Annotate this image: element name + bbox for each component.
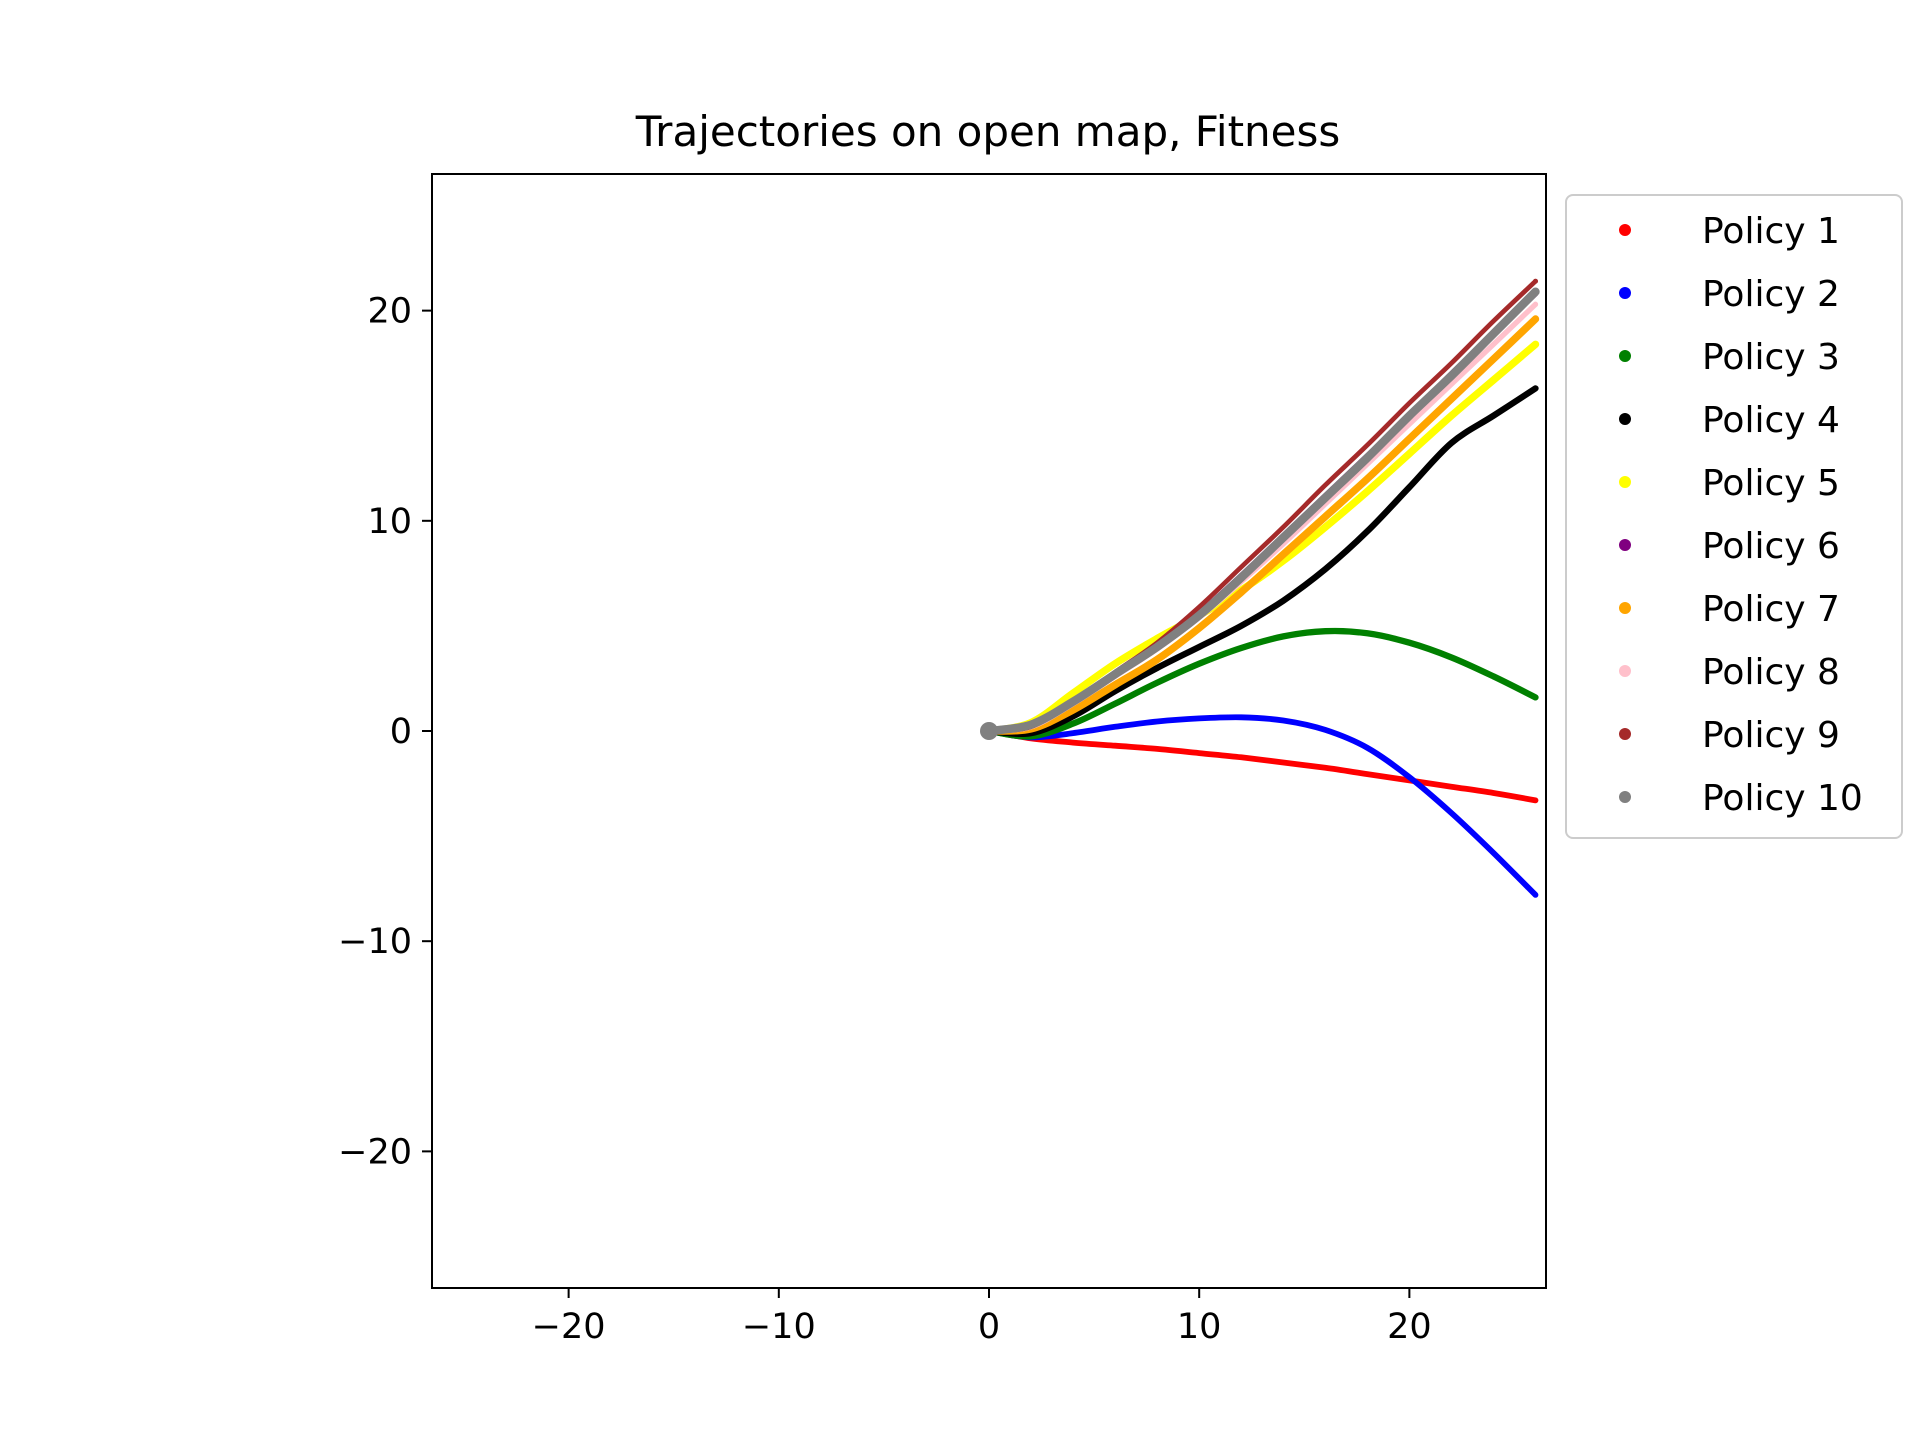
legend-label-policy-8: Policy 8 [1702, 652, 1840, 693]
series-line-policy-7 [985, 315, 1540, 735]
series-line-policy-4 [985, 385, 1539, 738]
legend-marker-policy-6 [1619, 539, 1631, 551]
x-tick-label: 20 [1387, 1307, 1432, 1347]
y-tick-label: 10 [367, 502, 412, 542]
legend-marker-policy-1 [1619, 224, 1631, 236]
series-line-policy-10 [984, 287, 1540, 736]
series-end-point-policy-2 [1533, 892, 1538, 898]
plot-area [980, 278, 1540, 898]
series-end-point-policy-1 [1533, 797, 1538, 803]
series-end-point-policy-7 [1533, 316, 1538, 322]
y-tick-label: 0 [390, 712, 412, 752]
series-end-point-policy-8 [1533, 301, 1538, 307]
legend-marker-policy-9 [1619, 728, 1631, 740]
legend-label-policy-4: Policy 4 [1702, 400, 1840, 441]
series-end-point-policy-4 [1533, 385, 1538, 391]
legend-marker-policy-7 [1619, 602, 1631, 614]
legend-marker-policy-10 [1619, 791, 1631, 803]
legend-label-policy-5: Policy 5 [1702, 463, 1840, 504]
legend-label-policy-1: Policy 1 [1702, 211, 1840, 252]
legend-label-policy-9: Policy 9 [1702, 715, 1840, 756]
legend-label-policy-3: Policy 3 [1702, 337, 1840, 378]
series-line-policy-5 [985, 340, 1540, 735]
origin-start-point [980, 722, 998, 740]
y-tick-label: 20 [367, 292, 412, 332]
x-tick-label: 10 [1177, 1307, 1222, 1347]
legend-label-policy-10: Policy 10 [1702, 778, 1863, 819]
legend-marker-policy-5 [1619, 476, 1631, 488]
axis-ticks: −20 −10 0 10 20 −20 −10 0 10 20 [338, 292, 1432, 1347]
legend-marker-policy-8 [1619, 665, 1631, 677]
legend-marker-policy-2 [1619, 287, 1631, 299]
x-tick-label: 0 [978, 1307, 1000, 1347]
series-end-point-policy-9 [1533, 278, 1538, 284]
legend-marker-policy-3 [1619, 350, 1631, 362]
series-line-policy-3 [985, 627, 1539, 740]
legend: Policy 1 Policy 2 Policy 3 Policy 4 Policy 5… [1565, 194, 1903, 839]
x-tick-label: −20 [532, 1307, 606, 1347]
series-line-policy-9 [986, 278, 1538, 734]
series-line-policy-1 [986, 728, 1539, 804]
legend-marker-policy-4 [1619, 413, 1631, 425]
legend-label-policy-6: Policy 6 [1702, 526, 1840, 567]
y-tick-label: −10 [338, 922, 412, 962]
chart-title: Trajectories on open map, Fitness [635, 107, 1341, 156]
series-end-point-policy-3 [1533, 694, 1538, 700]
y-tick-label: −20 [338, 1132, 412, 1172]
legend-label-policy-2: Policy 2 [1702, 274, 1840, 315]
series-line-policy-2 [986, 714, 1539, 898]
series-end-point-policy-10 [1533, 289, 1538, 295]
x-tick-label: −10 [742, 1307, 816, 1347]
series-end-point-policy-5 [1533, 341, 1538, 347]
legend-label-policy-7: Policy 7 [1702, 589, 1840, 630]
legend-frame [1565, 194, 1903, 839]
